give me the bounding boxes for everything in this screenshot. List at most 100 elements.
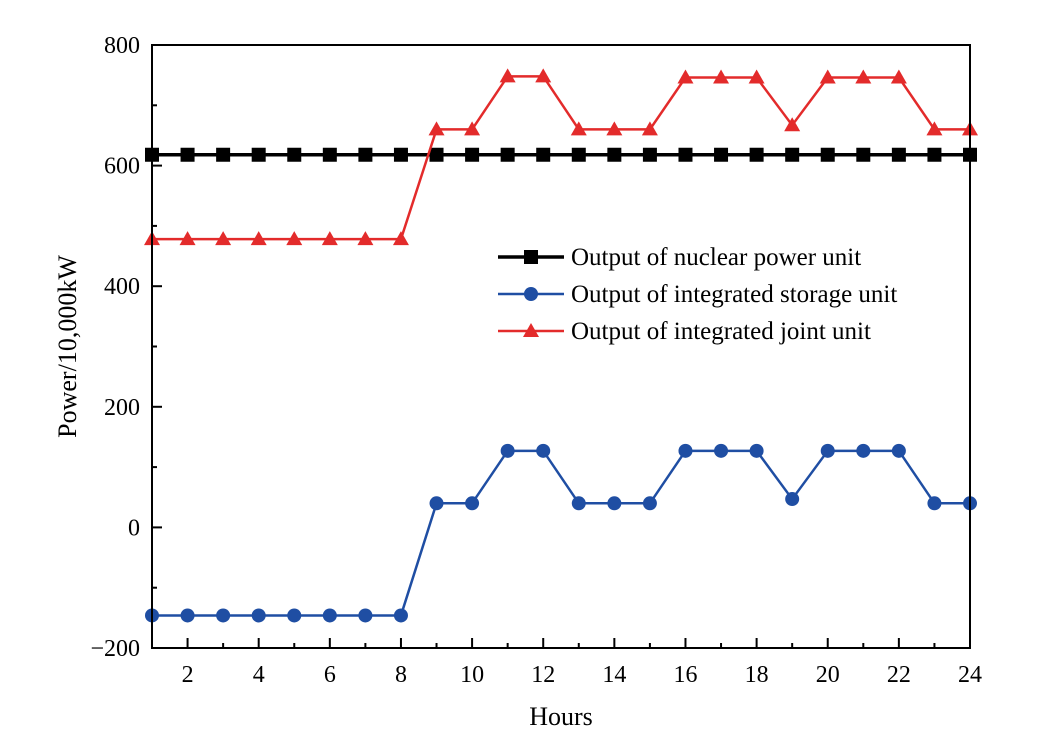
data-point bbox=[927, 496, 942, 511]
legend-marker bbox=[523, 323, 539, 337]
data-point bbox=[607, 496, 622, 511]
data-point bbox=[891, 443, 906, 458]
data-point bbox=[607, 147, 622, 162]
x-tick-label: 6 bbox=[324, 662, 336, 688]
data-point bbox=[784, 117, 801, 132]
data-point bbox=[250, 231, 267, 246]
data-point bbox=[678, 147, 693, 162]
data-point bbox=[856, 443, 871, 458]
data-point bbox=[392, 231, 409, 246]
x-tick-label: 18 bbox=[745, 662, 769, 688]
legend-label: Output of nuclear power unit bbox=[571, 244, 861, 271]
data-point bbox=[179, 231, 196, 246]
x-tick-label: 8 bbox=[395, 662, 407, 688]
x-tick-label: 20 bbox=[816, 662, 840, 688]
data-point bbox=[536, 443, 551, 458]
data-point bbox=[216, 147, 231, 162]
data-point bbox=[322, 147, 337, 162]
data-point bbox=[819, 69, 836, 84]
series-3 bbox=[144, 68, 978, 246]
data-point bbox=[499, 68, 516, 83]
data-point bbox=[535, 68, 552, 83]
plot-area bbox=[144, 68, 978, 623]
data-point bbox=[890, 69, 907, 84]
data-point bbox=[465, 496, 480, 511]
data-point bbox=[464, 121, 481, 136]
data-point bbox=[856, 147, 871, 162]
data-point bbox=[428, 121, 445, 136]
data-point bbox=[571, 147, 586, 162]
legend-marker bbox=[524, 250, 538, 264]
data-point bbox=[465, 147, 480, 162]
data-point bbox=[358, 608, 373, 623]
data-point bbox=[641, 121, 658, 136]
series-line bbox=[152, 75, 970, 241]
legend: Output of nuclear power unit Output of in… bbox=[498, 244, 897, 345]
data-point bbox=[393, 608, 408, 623]
data-point bbox=[251, 147, 266, 162]
x-tick-label: 14 bbox=[602, 662, 626, 688]
data-point bbox=[785, 492, 800, 507]
y-tick-label: −200 bbox=[90, 636, 140, 662]
data-point bbox=[321, 231, 338, 246]
data-point bbox=[536, 147, 551, 162]
data-point bbox=[820, 147, 835, 162]
legend-item-1: Output of nuclear power unit bbox=[498, 244, 861, 271]
x-tick-label: 22 bbox=[887, 662, 911, 688]
data-point bbox=[891, 147, 906, 162]
data-point bbox=[785, 147, 800, 162]
data-point bbox=[429, 496, 444, 511]
y-tick-label: 800 bbox=[104, 33, 140, 59]
data-point bbox=[393, 147, 408, 162]
y-tick-label: 600 bbox=[104, 154, 140, 180]
series-line bbox=[152, 449, 970, 617]
data-point bbox=[570, 121, 587, 136]
legend-item-2: Output of integrated storage unit bbox=[498, 281, 897, 308]
y-axis-title: Power/10,000kW bbox=[53, 255, 82, 438]
plot-frame bbox=[151, 44, 971, 649]
legend-marker bbox=[524, 287, 538, 301]
data-point bbox=[429, 147, 444, 162]
data-point bbox=[714, 443, 729, 458]
data-point bbox=[287, 608, 302, 623]
data-point bbox=[749, 443, 764, 458]
data-point bbox=[500, 147, 515, 162]
series-1 bbox=[145, 147, 977, 162]
data-point bbox=[927, 147, 942, 162]
legend-item-3: Output of integrated joint unit bbox=[498, 318, 871, 345]
legend-label: Output of integrated joint unit bbox=[571, 318, 871, 345]
data-point bbox=[358, 147, 373, 162]
data-point bbox=[855, 69, 872, 84]
data-point bbox=[748, 69, 765, 84]
data-point bbox=[642, 496, 657, 511]
data-point bbox=[713, 69, 730, 84]
data-point bbox=[180, 147, 195, 162]
data-point bbox=[180, 608, 195, 623]
x-tick-label: 2 bbox=[182, 662, 194, 688]
data-point bbox=[500, 443, 515, 458]
data-point bbox=[714, 147, 729, 162]
data-point bbox=[215, 231, 232, 246]
y-tick-label: 200 bbox=[104, 395, 140, 421]
x-tick-label: 12 bbox=[531, 662, 555, 688]
data-point bbox=[286, 231, 303, 246]
x-tick-label: 16 bbox=[673, 662, 697, 688]
data-point bbox=[606, 121, 623, 136]
data-point bbox=[820, 443, 835, 458]
data-point bbox=[678, 443, 693, 458]
data-point bbox=[322, 608, 337, 623]
x-tick-label: 10 bbox=[460, 662, 484, 688]
data-point bbox=[926, 121, 943, 136]
legend-label: Output of integrated storage unit bbox=[571, 281, 897, 308]
x-tick-label: 24 bbox=[958, 662, 982, 688]
y-tick-label: 400 bbox=[104, 274, 140, 300]
data-point bbox=[251, 608, 266, 623]
data-point bbox=[216, 608, 231, 623]
data-point bbox=[357, 231, 374, 246]
x-axis-title: Hours bbox=[529, 702, 593, 731]
series-2 bbox=[145, 443, 977, 623]
data-point bbox=[677, 69, 694, 84]
data-point bbox=[571, 496, 586, 511]
